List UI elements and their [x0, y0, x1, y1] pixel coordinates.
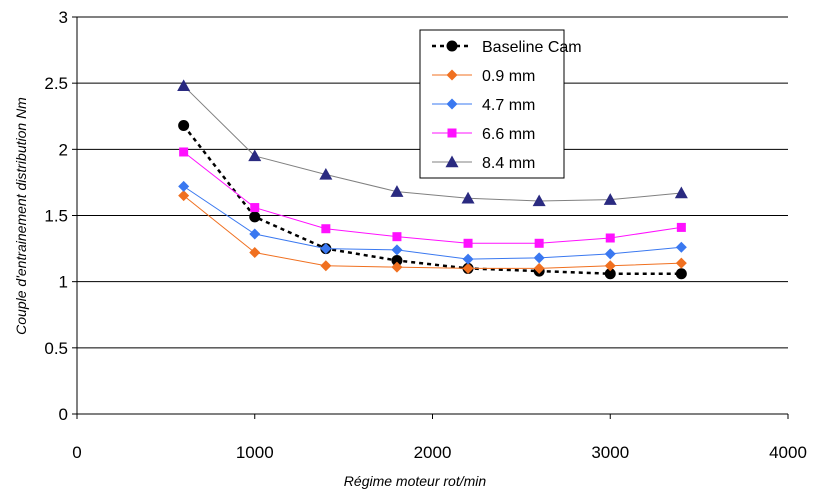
- series-line-0: [182, 124, 682, 275]
- series-line-4: [183, 85, 682, 202]
- legend-label-4: 8.4 mm: [482, 155, 535, 172]
- y-tick-label-3: 1.5: [44, 207, 68, 226]
- data-point-2-6: [604, 248, 616, 260]
- legend-label-0: Baseline Cam: [482, 39, 582, 56]
- data-point-0-0: [178, 120, 190, 132]
- data-point-0-6: [604, 268, 616, 280]
- x-tick-label-0: 0: [72, 443, 81, 462]
- data-point-3-6: [605, 233, 615, 243]
- data-point-2-4: [462, 253, 474, 265]
- data-point-0-7: [675, 268, 687, 280]
- legend-entry-0: Baseline Cam: [432, 39, 582, 56]
- series-1: [178, 190, 687, 274]
- data-point-1-7: [675, 257, 687, 269]
- series-4: [177, 79, 688, 207]
- legend-marker-3: [447, 128, 457, 138]
- legend-entry-4: 8.4 mm: [432, 155, 535, 172]
- legend-marker-2: [446, 98, 458, 110]
- y-tick-label-6: 3: [59, 8, 68, 27]
- data-point-3-1: [250, 203, 260, 213]
- data-point-2-0: [178, 180, 190, 192]
- y-tick-label-5: 2.5: [44, 74, 68, 93]
- legend-label-2: 4.7 mm: [482, 97, 535, 114]
- data-point-1-0: [178, 190, 190, 202]
- y-tick-label-4: 2: [59, 140, 68, 159]
- data-point-1-5: [533, 262, 545, 274]
- y-tick-label-1: 0.5: [44, 339, 68, 358]
- x-tick-label-4: 4000: [769, 443, 807, 462]
- y-axis-title: Couple d'entrainement distribution Nm: [13, 97, 29, 335]
- series-line-1: [183, 195, 682, 269]
- data-point-3-5: [534, 238, 544, 248]
- legend-marker-0: [446, 40, 458, 52]
- legend-label-1: 0.9 mm: [482, 68, 535, 85]
- data-point-4-4: [461, 191, 475, 204]
- data-point-3-0: [179, 147, 189, 157]
- data-point-4-2: [319, 167, 333, 180]
- data-point-1-1: [249, 247, 261, 259]
- data-point-2-1: [249, 228, 261, 240]
- data-point-3-4: [463, 238, 473, 248]
- y-tick-label-2: 1: [59, 273, 68, 292]
- series-2: [178, 180, 687, 265]
- legend-label-3: 6.6 mm: [482, 126, 535, 143]
- data-point-4-3: [390, 185, 404, 197]
- data-point-0-1: [249, 211, 261, 223]
- axis-ticks: 0 0.5 1 1.5 2 2.5 3 0 1000 2000 3000 4000: [44, 8, 807, 462]
- data-point-4-7: [674, 186, 688, 199]
- data-point-4-5: [532, 194, 546, 207]
- data-point-2-7: [675, 241, 687, 253]
- series-layer: [177, 79, 688, 280]
- x-axis-title: Régime moteur rot/min: [344, 473, 487, 489]
- data-point-4-0: [177, 79, 191, 92]
- data-point-1-3: [391, 261, 403, 273]
- x-tick-label-1: 1000: [236, 443, 274, 462]
- data-point-1-4: [462, 262, 474, 274]
- legend-entry-2: 4.7 mm: [432, 97, 535, 114]
- data-point-2-2: [320, 243, 332, 255]
- data-point-3-2: [321, 224, 331, 234]
- legend: Baseline Cam 0.9 mm 4.7 mm 6.6 mm 8.4 mm: [419, 29, 582, 179]
- data-point-0-3: [391, 254, 403, 266]
- data-point-2-5: [533, 252, 545, 264]
- data-point-3-3: [392, 232, 402, 242]
- series-line-2: [183, 185, 682, 260]
- x-tick-label-2: 2000: [414, 443, 452, 462]
- data-point-1-6: [604, 260, 616, 272]
- data-point-1-2: [320, 260, 332, 272]
- data-point-3-7: [676, 222, 686, 232]
- x-tick-label-3: 3000: [591, 443, 629, 462]
- data-point-4-1: [248, 149, 262, 162]
- y-tick-label-0: 0: [59, 405, 68, 424]
- legend-entry-3: 6.6 mm: [432, 126, 535, 143]
- data-point-2-3: [391, 244, 403, 256]
- legend-entry-1: 0.9 mm: [432, 68, 535, 85]
- data-point-4-6: [603, 193, 617, 205]
- legend-marker-1: [446, 69, 458, 81]
- series-line-3: [183, 151, 682, 244]
- legend-marker-4: [445, 155, 459, 168]
- series-3: [179, 147, 686, 248]
